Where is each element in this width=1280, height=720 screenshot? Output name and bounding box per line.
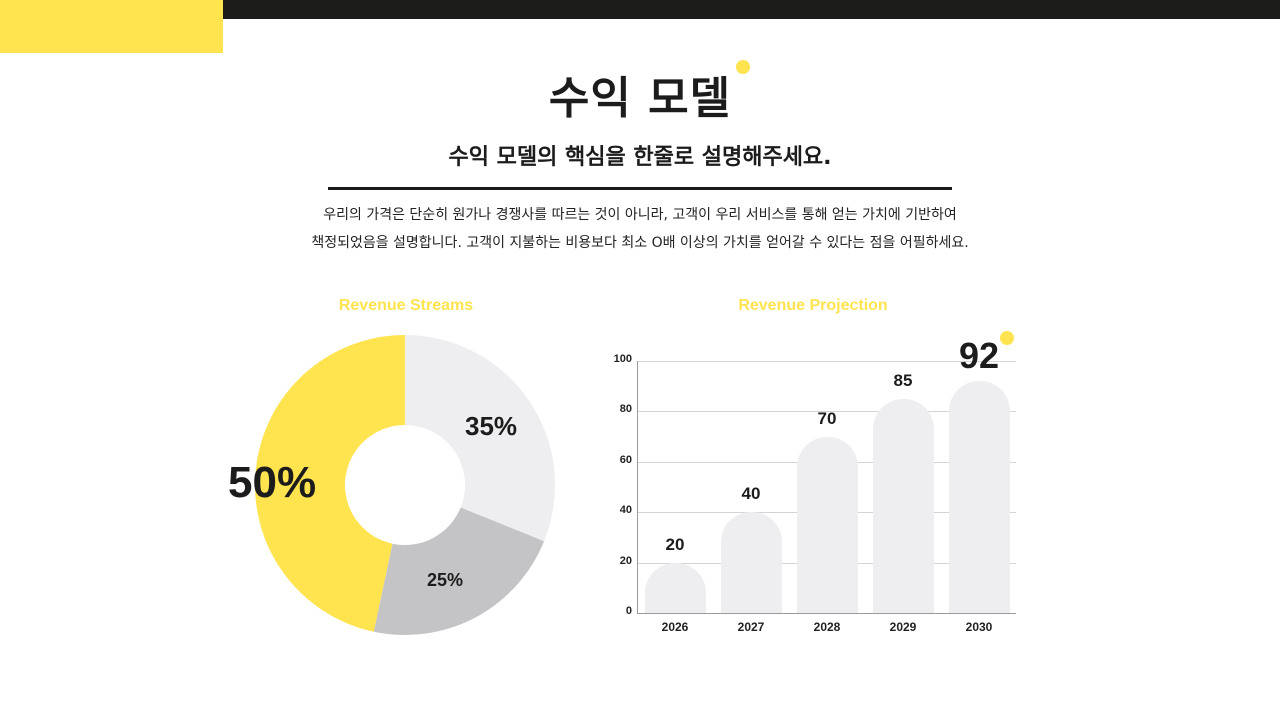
revenue-streams-donut [255, 335, 555, 635]
donut-segment-3 [373, 507, 545, 635]
y-tick: 20 [619, 555, 632, 567]
y-tick: 40 [619, 504, 632, 516]
x-tick: 2028 [813, 620, 841, 634]
gridline [637, 361, 1016, 362]
top-black-bar [223, 0, 1280, 19]
bar-2029 [873, 398, 934, 613]
x-tick: 2029 [889, 620, 917, 634]
x-tick: 2026 [661, 620, 689, 634]
donut-segment-1 [255, 335, 405, 632]
description: 우리의 가격은 단순히 원가나 경쟁사를 따르는 것이 아니라, 고객이 우리 … [0, 201, 1280, 257]
bar-2027 [721, 512, 782, 613]
page-title: 수익 모델 [548, 73, 732, 124]
top-left-yellow-block [0, 0, 223, 53]
bar-value-label: 20 [665, 534, 685, 554]
description-line-1: 우리의 가격은 단순히 원가나 경쟁사를 따르는 것이 아니라, 고객이 우리 … [323, 207, 957, 223]
donut-segment-2 [405, 335, 555, 542]
y-axis [637, 361, 638, 613]
bar-2028 [797, 436, 858, 613]
x-tick: 2027 [737, 620, 765, 634]
pie-label-2: 35% [465, 411, 518, 441]
title-accent-dot [736, 60, 750, 74]
bar-value-label: 70 [817, 408, 837, 428]
x-tick: 2030 [965, 620, 993, 634]
highlight-accent-dot [1000, 331, 1014, 345]
bar-value-label: 85 [893, 370, 913, 390]
bar-value-label: 92 [958, 335, 1000, 377]
pie-chart-title: Revenue Streams [338, 297, 474, 314]
bar-2026 [645, 562, 706, 613]
y-tick: 100 [613, 353, 632, 365]
pie-label-3: 25% [427, 570, 464, 590]
bar-value-label: 40 [741, 484, 761, 504]
divider [328, 187, 952, 190]
revenue-projection-bar-chart: 0 20 40 60 80 100 20 2026 40 2027 70 2028 85 20… [600, 330, 1030, 640]
x-axis [637, 613, 1016, 614]
y-tick: 60 [619, 454, 632, 466]
y-tick: 0 [625, 605, 632, 617]
pie-label-1: 50% [228, 458, 317, 507]
page-subtitle: 수익 모델의 핵심을 한줄로 설명해주세요. [448, 145, 832, 170]
y-tick: 80 [619, 403, 632, 415]
bar-chart-title: Revenue Projection [738, 297, 888, 314]
gridline [637, 411, 1016, 412]
bar-2030 [949, 381, 1010, 613]
description-line-2: 책정되었음을 설명합니다. 고객이 지불하는 비용보다 최소 O배 이상의 가치… [311, 235, 969, 251]
